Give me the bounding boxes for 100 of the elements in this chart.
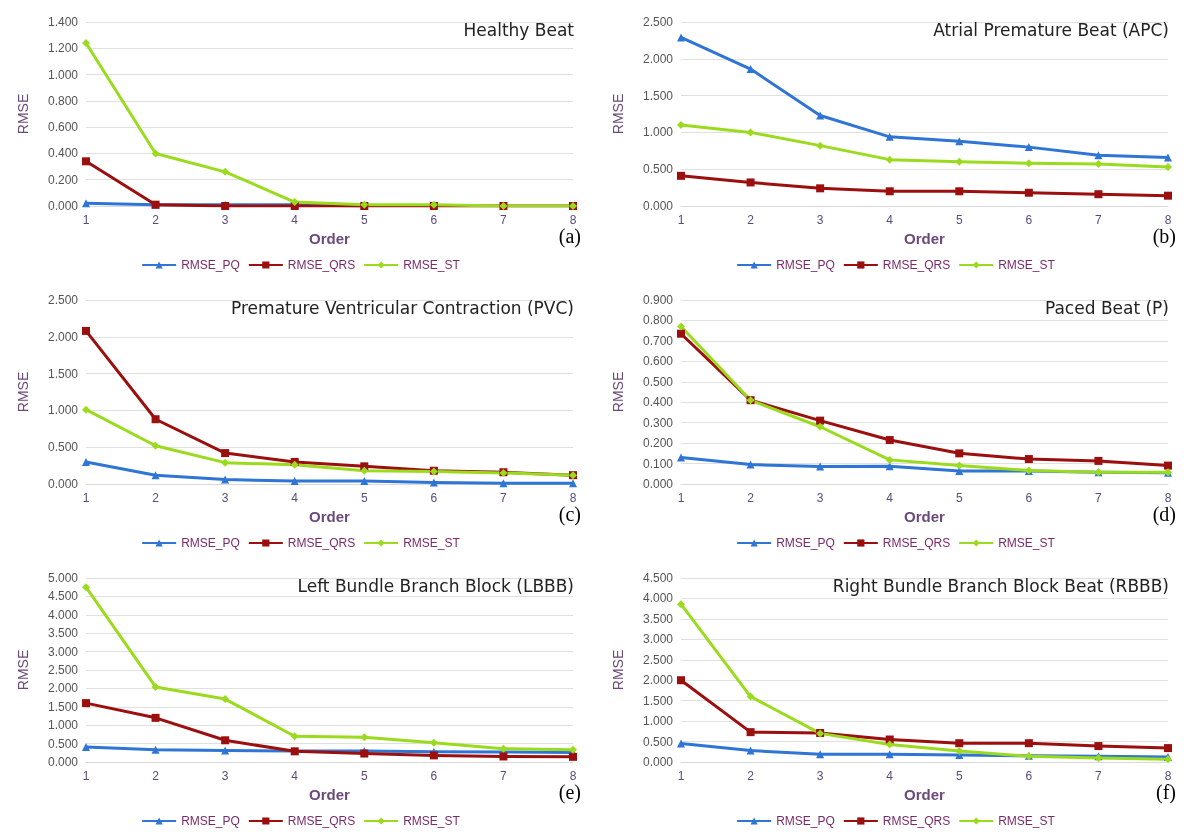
x-axis-title: Order — [309, 785, 351, 803]
x-axis-title: Order — [309, 507, 351, 525]
y-tick-label: 1.000 — [47, 718, 79, 733]
y-tick-label: 1.500 — [47, 699, 79, 714]
y-tick-label: 1.200 — [47, 41, 79, 56]
y-tick-label: 2.000 — [642, 51, 674, 66]
y-tick-label: 2.000 — [47, 329, 79, 344]
y-tick-label: 0.000 — [642, 477, 674, 491]
y-tick-label: 0.000 — [642, 755, 674, 769]
y-tick-label: 3.500 — [642, 611, 674, 626]
y-tick-label: 0.500 — [47, 736, 79, 751]
chart-title: Right Bundle Branch Block Beat (RBBB) — [832, 575, 1170, 596]
x-tick-label: 5 — [955, 213, 963, 227]
y-tick-label: 0.800 — [642, 313, 674, 328]
x-axis-title: Order — [904, 229, 946, 247]
y-tick-label: 3.000 — [642, 632, 674, 647]
x-tick-label: 8 — [569, 213, 577, 227]
x-tick-label: 1 — [677, 213, 685, 227]
legend-label: RMSE_PQ — [181, 814, 240, 828]
y-tick-label: 0.000 — [47, 477, 79, 491]
legend-label: RMSE_ST — [403, 536, 461, 550]
x-tick-label: 3 — [816, 491, 824, 505]
legend-label: RMSE_ST — [403, 258, 461, 272]
x-tick-label: 1 — [82, 213, 90, 227]
y-tick-label: 1.000 — [642, 714, 674, 729]
legend-label: RMSE_QRS — [882, 258, 951, 272]
x-tick-label: 1 — [677, 769, 685, 783]
y-tick-label: 0.900 — [642, 293, 674, 307]
y-tick-label: 4.000 — [642, 591, 674, 606]
y-tick-label: 0.800 — [47, 93, 79, 108]
x-tick-label: 2 — [747, 213, 755, 227]
y-tick-label: 1.000 — [642, 125, 674, 140]
x-tick-label: 6 — [430, 491, 438, 505]
chart-title: Left Bundle Branch Block (LBBB) — [297, 575, 574, 596]
y-tick-label: 4.000 — [47, 607, 79, 622]
x-tick-label: 2 — [747, 491, 755, 505]
legend-label: RMSE_PQ — [776, 536, 835, 550]
x-tick-label: 1 — [82, 491, 90, 505]
y-tick-label: 0.000 — [47, 199, 79, 213]
x-tick-label: 7 — [500, 213, 508, 227]
x-tick-label: 6 — [430, 213, 438, 227]
legend-label: RMSE_ST — [998, 258, 1056, 272]
legend-label: RMSE_ST — [998, 536, 1056, 550]
y-tick-label: 0.400 — [642, 395, 674, 410]
x-tick-label: 3 — [816, 769, 824, 783]
x-tick-label: 8 — [1164, 491, 1172, 505]
y-tick-label: 0.300 — [642, 415, 674, 430]
text: (d) — [1152, 503, 1177, 526]
x-tick-label: 5 — [955, 769, 963, 783]
x-axis-title: Order — [904, 785, 946, 803]
legend-label: RMSE_QRS — [882, 536, 951, 550]
x-tick-label: 6 — [1025, 491, 1033, 505]
x-tick-label: 3 — [221, 213, 229, 227]
y-tick-label: 0.500 — [642, 374, 674, 389]
y-tick-label: 0.100 — [642, 456, 674, 471]
y-tick-label: 3.500 — [47, 626, 79, 641]
x-tick-label: 2 — [152, 769, 160, 783]
y-tick-label: 2.500 — [47, 663, 79, 677]
legend-label: RMSE_ST — [403, 814, 461, 828]
text: (c) — [558, 503, 582, 526]
x-tick-label: 3 — [221, 769, 229, 783]
legend-label: RMSE_QRS — [287, 536, 356, 550]
y-axis-title: RMSE — [15, 371, 31, 413]
y-axis-title: RMSE — [15, 649, 31, 691]
legend-label: RMSE_ST — [998, 814, 1056, 828]
x-tick-label: 2 — [747, 769, 755, 783]
legend-label: RMSE_QRS — [882, 814, 951, 828]
x-tick-label: 4 — [291, 769, 299, 783]
y-tick-label: 0.500 — [642, 734, 674, 749]
legend-label: RMSE_PQ — [181, 258, 240, 272]
y-axis-title: RMSE — [610, 649, 626, 691]
x-tick-label: 8 — [569, 491, 577, 505]
legend-label: RMSE_QRS — [287, 814, 356, 828]
y-tick-label: 0.600 — [642, 354, 674, 369]
y-tick-label: 2.000 — [642, 673, 674, 688]
y-tick-label: 4.500 — [47, 589, 79, 604]
y-tick-label: 0.200 — [642, 436, 674, 451]
y-tick-label: 0.000 — [642, 199, 674, 213]
y-tick-label: 1.500 — [642, 88, 674, 103]
legend-label: RMSE_QRS — [287, 258, 356, 272]
x-tick-label: 5 — [360, 491, 368, 505]
chart-title: Atrial Premature Beat (APC) — [933, 19, 1170, 40]
x-tick-label: 2 — [152, 213, 160, 227]
y-tick-label: 5.000 — [47, 571, 79, 585]
y-tick-label: 2.000 — [47, 681, 79, 696]
y-axis-title: RMSE — [15, 93, 31, 135]
x-tick-label: 4 — [886, 491, 894, 505]
y-tick-label: 1.000 — [47, 67, 79, 82]
x-tick-label: 7 — [1095, 491, 1103, 505]
x-axis-title: Order — [309, 229, 351, 247]
x-tick-label: 5 — [955, 491, 963, 505]
x-tick-label: 7 — [1095, 769, 1103, 783]
y-tick-label: 0.500 — [47, 440, 79, 455]
x-tick-label: 5 — [360, 769, 368, 783]
x-axis-title: Order — [904, 507, 946, 525]
y-tick-label: 0.500 — [642, 162, 674, 177]
legend-label: RMSE_PQ — [776, 814, 835, 828]
x-tick-label: 6 — [1025, 769, 1033, 783]
y-tick-label: 0.200 — [47, 172, 79, 187]
x-tick-label: 5 — [360, 213, 368, 227]
